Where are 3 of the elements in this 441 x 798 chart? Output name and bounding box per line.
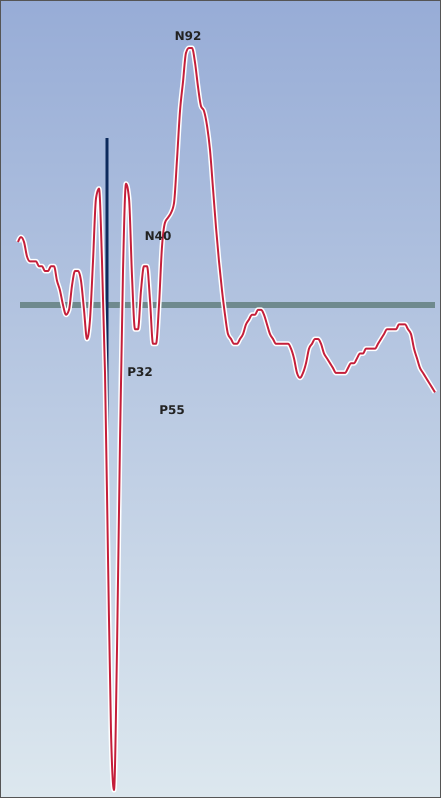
- annotation: P32: [127, 365, 153, 379]
- text: N92: [174, 29, 202, 43]
- annotation: P55: [159, 403, 185, 417]
